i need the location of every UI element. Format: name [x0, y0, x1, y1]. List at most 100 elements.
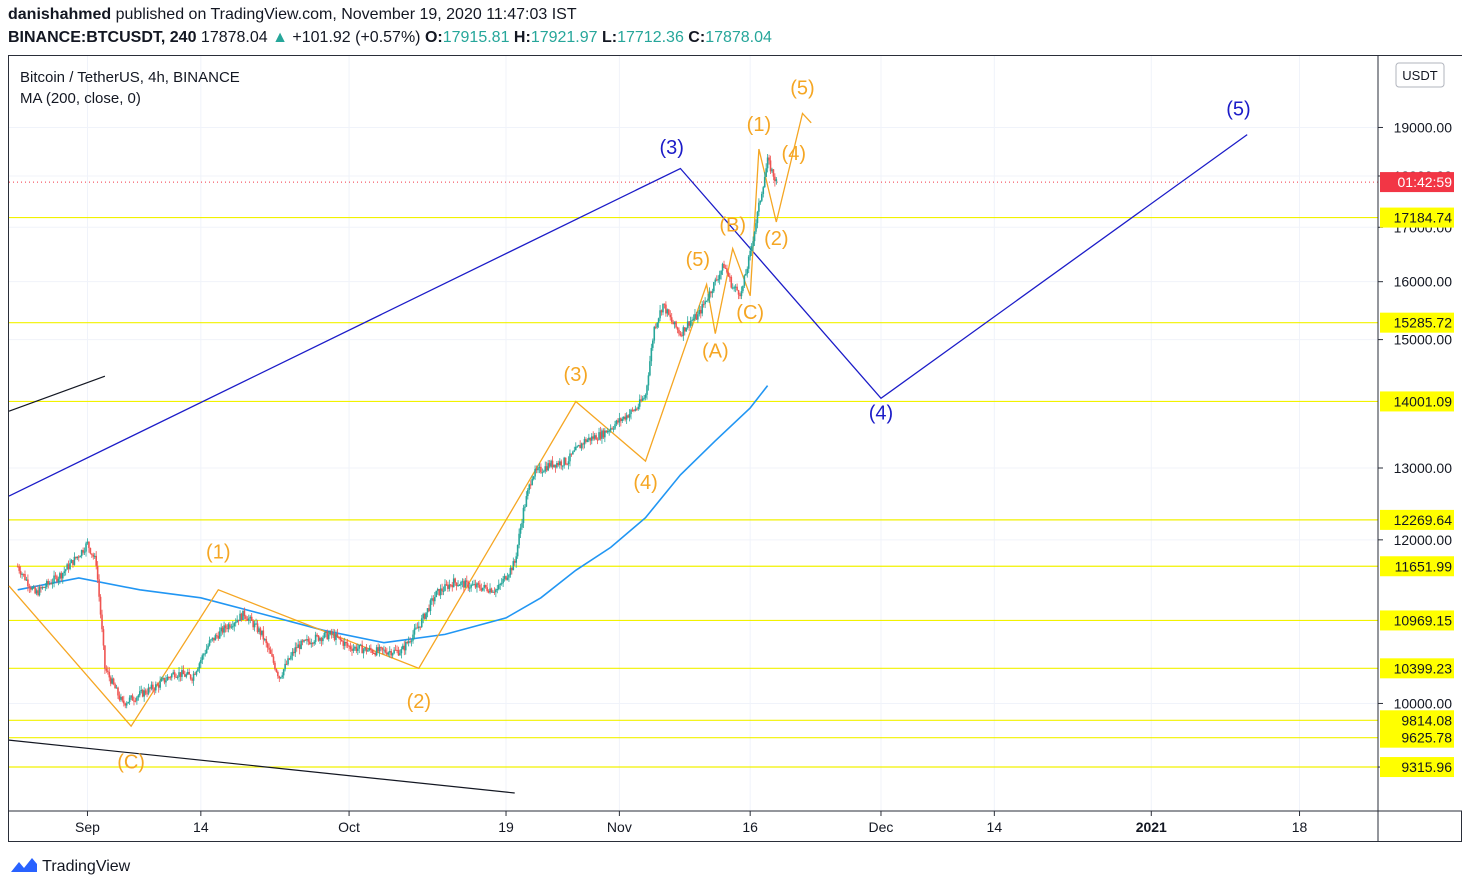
tradingview-footer[interactable]: TradingView: [10, 856, 130, 876]
chart-legend: Bitcoin / TetherUS, 4h, BINANCE MA (200,…: [20, 69, 240, 107]
candle-body: [511, 567, 513, 571]
candle-body: [141, 689, 144, 697]
candle-body: [205, 648, 208, 654]
candle-body: [669, 314, 672, 318]
candle-body: [396, 649, 398, 651]
orange-wave-line: [8, 112, 812, 728]
currency-button[interactable]: USDT: [1395, 62, 1445, 88]
orange-wave-label: (4): [782, 143, 806, 165]
candle-body: [109, 677, 112, 684]
candle-body: [127, 701, 129, 704]
tradingview-brand: TradingView: [42, 858, 131, 875]
candle-body: [259, 628, 262, 635]
candle-body: [753, 231, 756, 242]
candle-body: [98, 579, 100, 597]
level-tag: [1380, 391, 1454, 412]
candle-body: [774, 176, 776, 182]
candle-body: [614, 424, 616, 429]
level-label: 17184.74: [1394, 210, 1453, 226]
candle-body: [727, 272, 730, 277]
candle-body: [676, 327, 679, 330]
candle-body: [490, 588, 493, 593]
candle-body: [157, 684, 160, 688]
candle-body: [596, 439, 599, 441]
candle-body: [481, 587, 484, 591]
candle-body: [633, 409, 635, 411]
candle-body: [19, 570, 22, 575]
candle-body: [428, 608, 430, 612]
candle-body: [307, 639, 310, 642]
candle-body: [34, 587, 36, 594]
candle-body: [492, 591, 494, 593]
y-tick-label: 10000.00: [1394, 695, 1453, 711]
candle-body: [61, 573, 64, 579]
candle-body: [325, 631, 327, 633]
candle-body: [611, 428, 613, 430]
candle-body: [323, 632, 326, 638]
candle-body: [198, 663, 201, 669]
candle-body: [230, 626, 233, 628]
candle-body: [500, 583, 503, 585]
candle-body: [83, 551, 86, 553]
candle-body: [550, 460, 552, 467]
candle-body: [383, 649, 385, 651]
publish-info: danishahmed published on TradingView.com…: [8, 6, 577, 24]
candle-body: [272, 656, 275, 663]
candle-body: [524, 506, 526, 508]
time-axis[interactable]: Sep 14 Oct 19 Nov 16 Dec 14 2021 18: [9, 810, 1462, 835]
candle-body: [496, 589, 499, 591]
x-tick-label: Sep: [75, 819, 100, 835]
author-name[interactable]: danishahmed: [8, 6, 112, 23]
price-chart[interactable]: (3) (4) (5) (C) (1) (2) (3) (4) (5) (A) (B) (C) (1) (…: [0, 0, 1470, 850]
candle-body: [729, 276, 731, 278]
candle-body: [349, 646, 352, 649]
candle-body: [24, 574, 26, 580]
candle-body: [602, 430, 605, 438]
blue-wave-label: (4): [869, 403, 893, 425]
candle-body: [192, 673, 195, 681]
candle-body: [298, 644, 301, 650]
candle-body: [381, 647, 384, 650]
candle-body: [521, 523, 523, 528]
candle-body: [185, 674, 188, 677]
candle-body: [163, 677, 166, 683]
candle-body: [769, 160, 772, 172]
candle-body: [750, 246, 753, 251]
candle-body: [644, 394, 647, 398]
candle-body: [480, 588, 483, 591]
candle-body: [479, 584, 481, 589]
close-value: 17878.04: [705, 29, 772, 46]
candle-body: [370, 647, 372, 651]
candle-body: [224, 625, 227, 629]
candle-body: [650, 347, 653, 362]
candle-body: [431, 598, 433, 601]
candle-body: [43, 586, 45, 588]
y-tick-label: 19000.00: [1394, 119, 1453, 135]
candle-body: [271, 653, 273, 657]
level-tag: [1380, 757, 1454, 778]
candle-body: [327, 634, 330, 640]
candle-body: [527, 489, 529, 497]
candle-body: [338, 637, 340, 639]
candle-body: [495, 589, 497, 593]
candle-body: [721, 263, 724, 271]
candle-body: [413, 628, 416, 635]
candle-body: [243, 610, 246, 617]
candle-body: [101, 614, 103, 630]
candle-body: [538, 466, 541, 468]
candle-body: [154, 684, 157, 691]
orange-wave-label: (B): [719, 215, 746, 237]
candle-body: [638, 399, 641, 407]
candle-body: [547, 463, 549, 471]
candle-body: [380, 646, 382, 648]
candle-body: [659, 310, 661, 319]
candle-body: [314, 634, 317, 642]
candle-body: [120, 696, 122, 700]
legend-indicator: MA (200, close, 0): [20, 90, 141, 107]
candle-body: [258, 628, 260, 633]
price-axis[interactable]: 19000.0018000.0017000.0016000.0015000.00…: [1377, 56, 1462, 842]
candle-body: [375, 647, 378, 656]
candle-body: [756, 211, 759, 224]
candle-body: [390, 651, 393, 656]
candle-body: [570, 453, 573, 455]
